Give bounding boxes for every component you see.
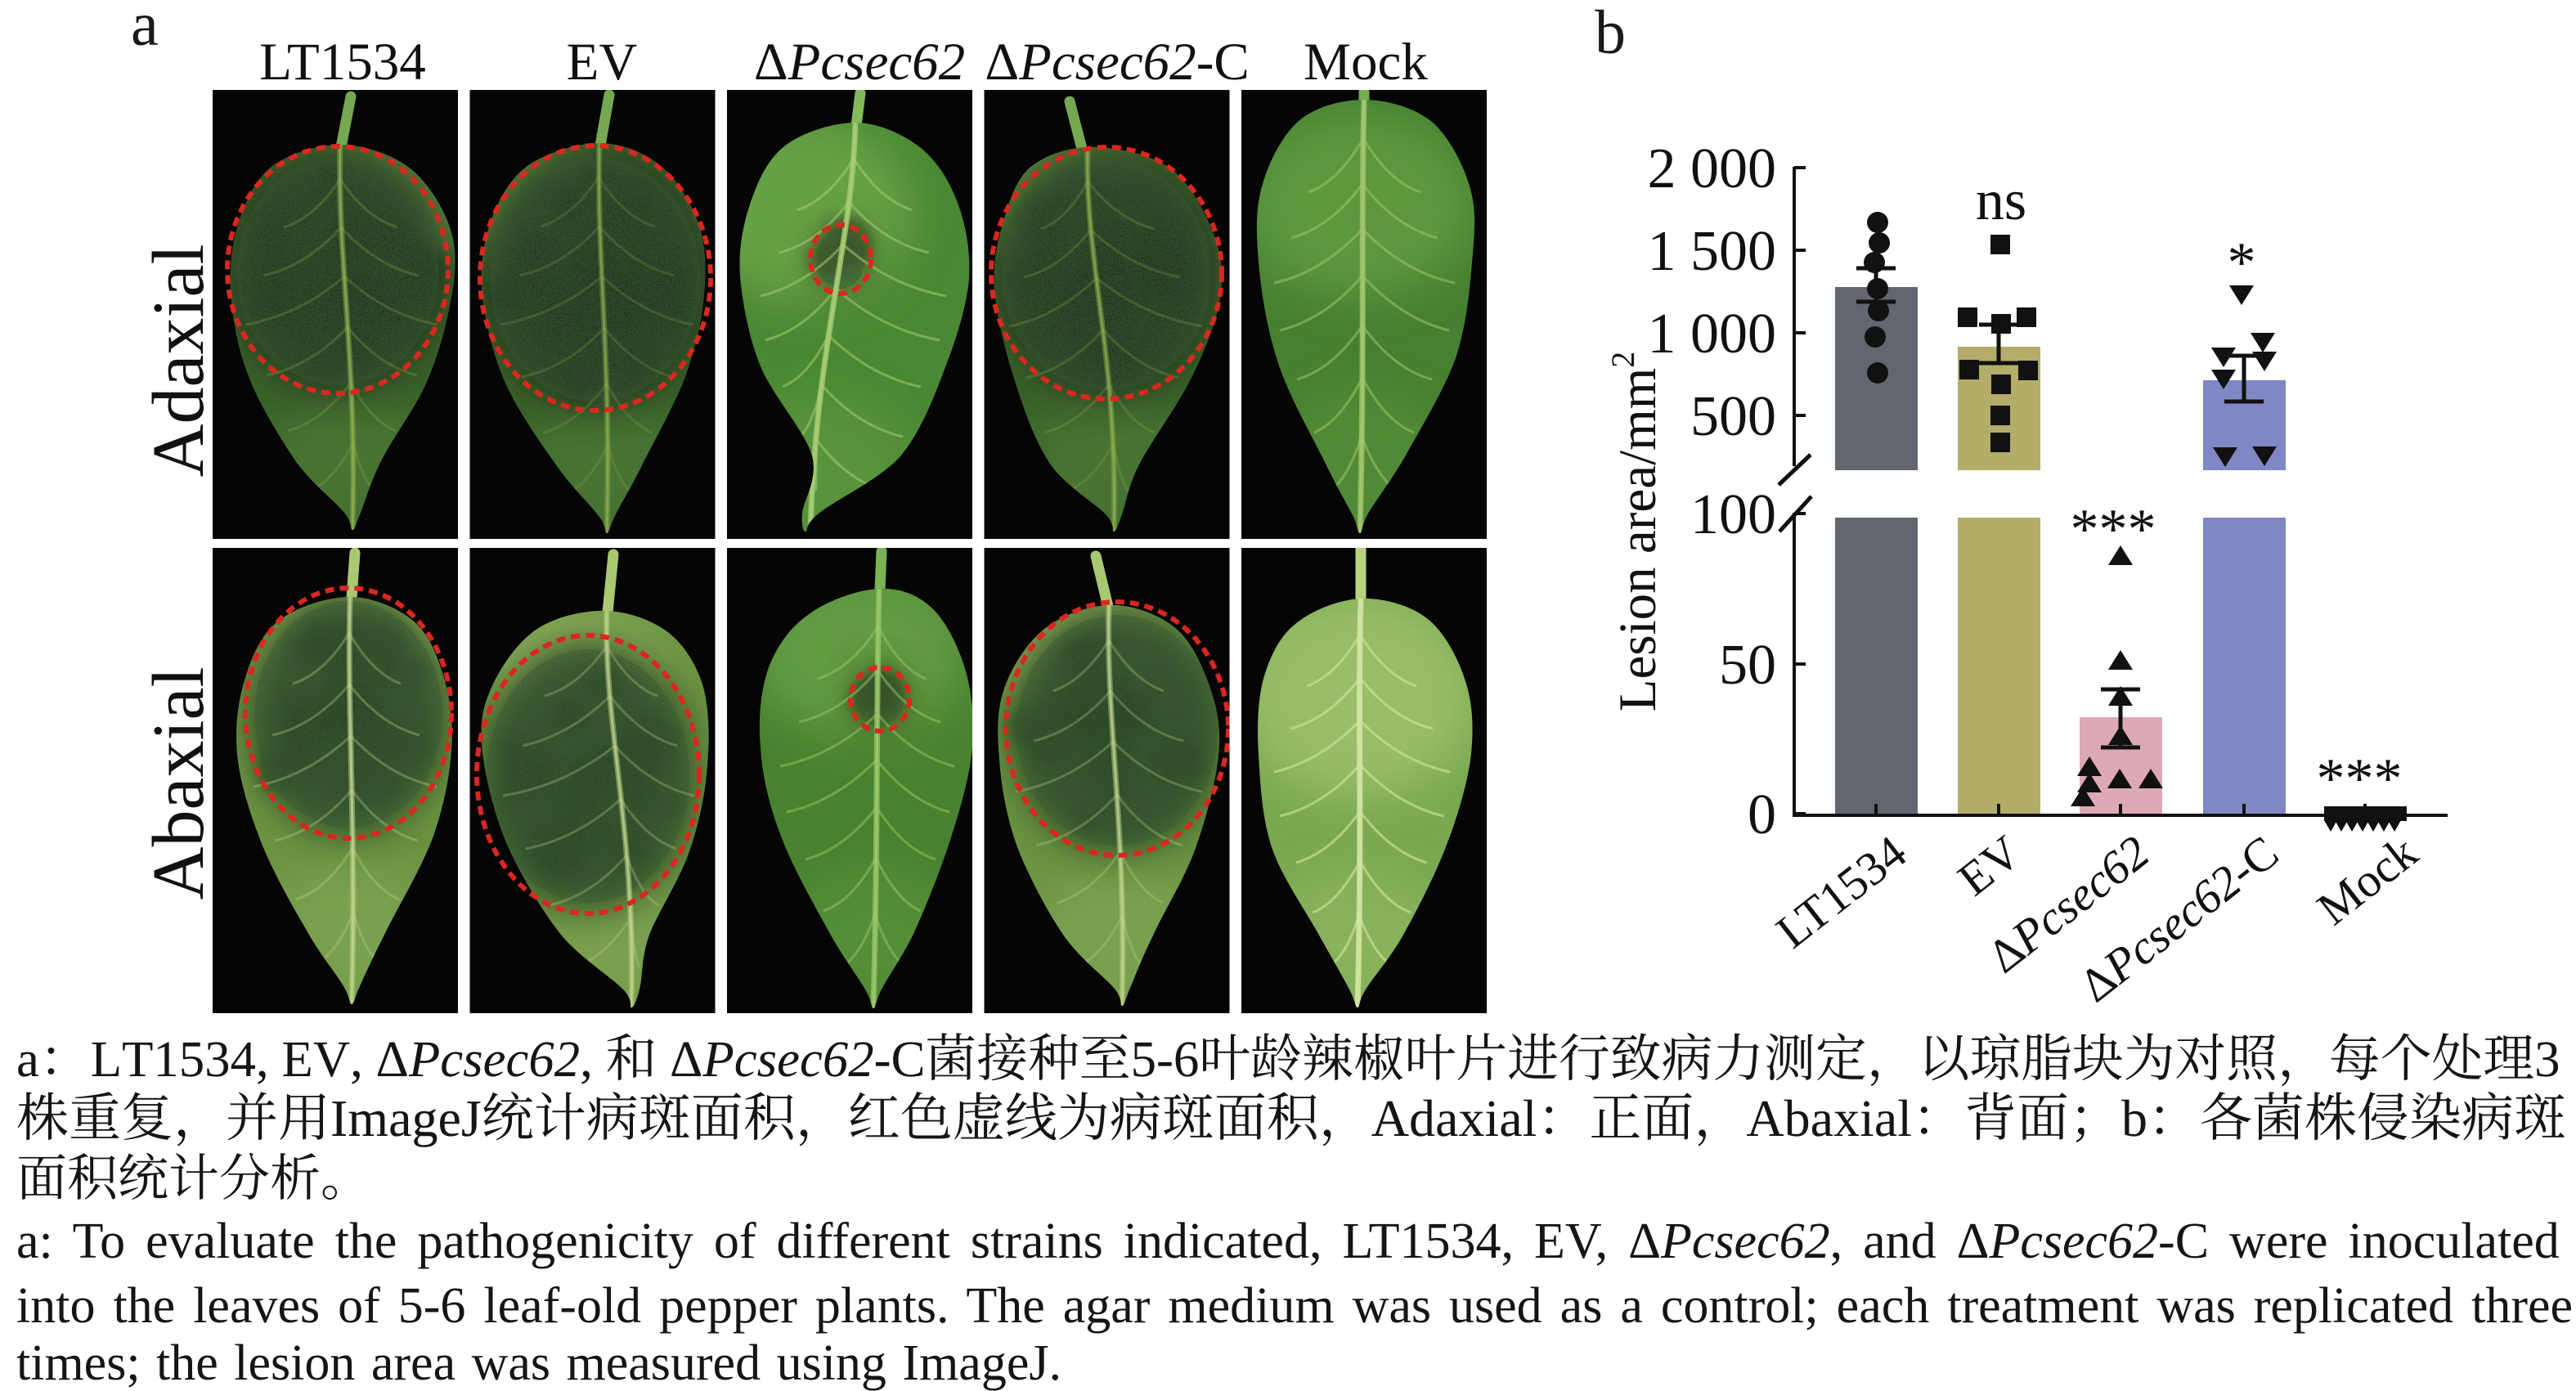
svg-text:Abaxial: Abaxial: [138, 667, 219, 900]
svg-text:Mock: Mock: [1304, 33, 1428, 92]
svg-text:50: 50: [1719, 634, 1776, 697]
svg-text:2 000: 2 000: [1648, 137, 1777, 200]
svg-text:100: 100: [1690, 483, 1776, 546]
svg-text:Lesion area/mm2: Lesion area/mm2: [1604, 352, 1667, 712]
svg-text:***: ***: [2317, 747, 2403, 810]
svg-text:ΔPcsec62: ΔPcsec62: [754, 33, 965, 92]
svg-text:a: To evaluate the pathogenici: a: To evaluate the pathogenicity of diff…: [16, 1214, 2560, 1269]
svg-text:1 500: 1 500: [1648, 220, 1777, 283]
svg-text:into the leaves of 5-6 leaf-ol: into the leaves of 5-6 leaf-old pepper p…: [16, 1278, 2573, 1334]
svg-text:ns: ns: [1976, 169, 2026, 232]
svg-text:*: *: [2228, 231, 2256, 294]
svg-text:b: b: [1595, 0, 1626, 67]
svg-text:0: 0: [1748, 783, 1776, 846]
svg-text:1 000: 1 000: [1648, 303, 1777, 366]
svg-text:ΔPcsec62-C: ΔPcsec62-C: [985, 33, 1249, 92]
svg-text:a: a: [131, 0, 159, 59]
svg-text:Adaxial: Adaxial: [138, 245, 219, 478]
svg-text:LT1534: LT1534: [259, 33, 425, 92]
svg-text:EV: EV: [567, 33, 638, 92]
svg-text:500: 500: [1690, 385, 1776, 448]
svg-text:times; the lesion area was mea: times; the lesion area was measured usin…: [16, 1335, 1061, 1391]
svg-text:***: ***: [2071, 498, 2156, 561]
